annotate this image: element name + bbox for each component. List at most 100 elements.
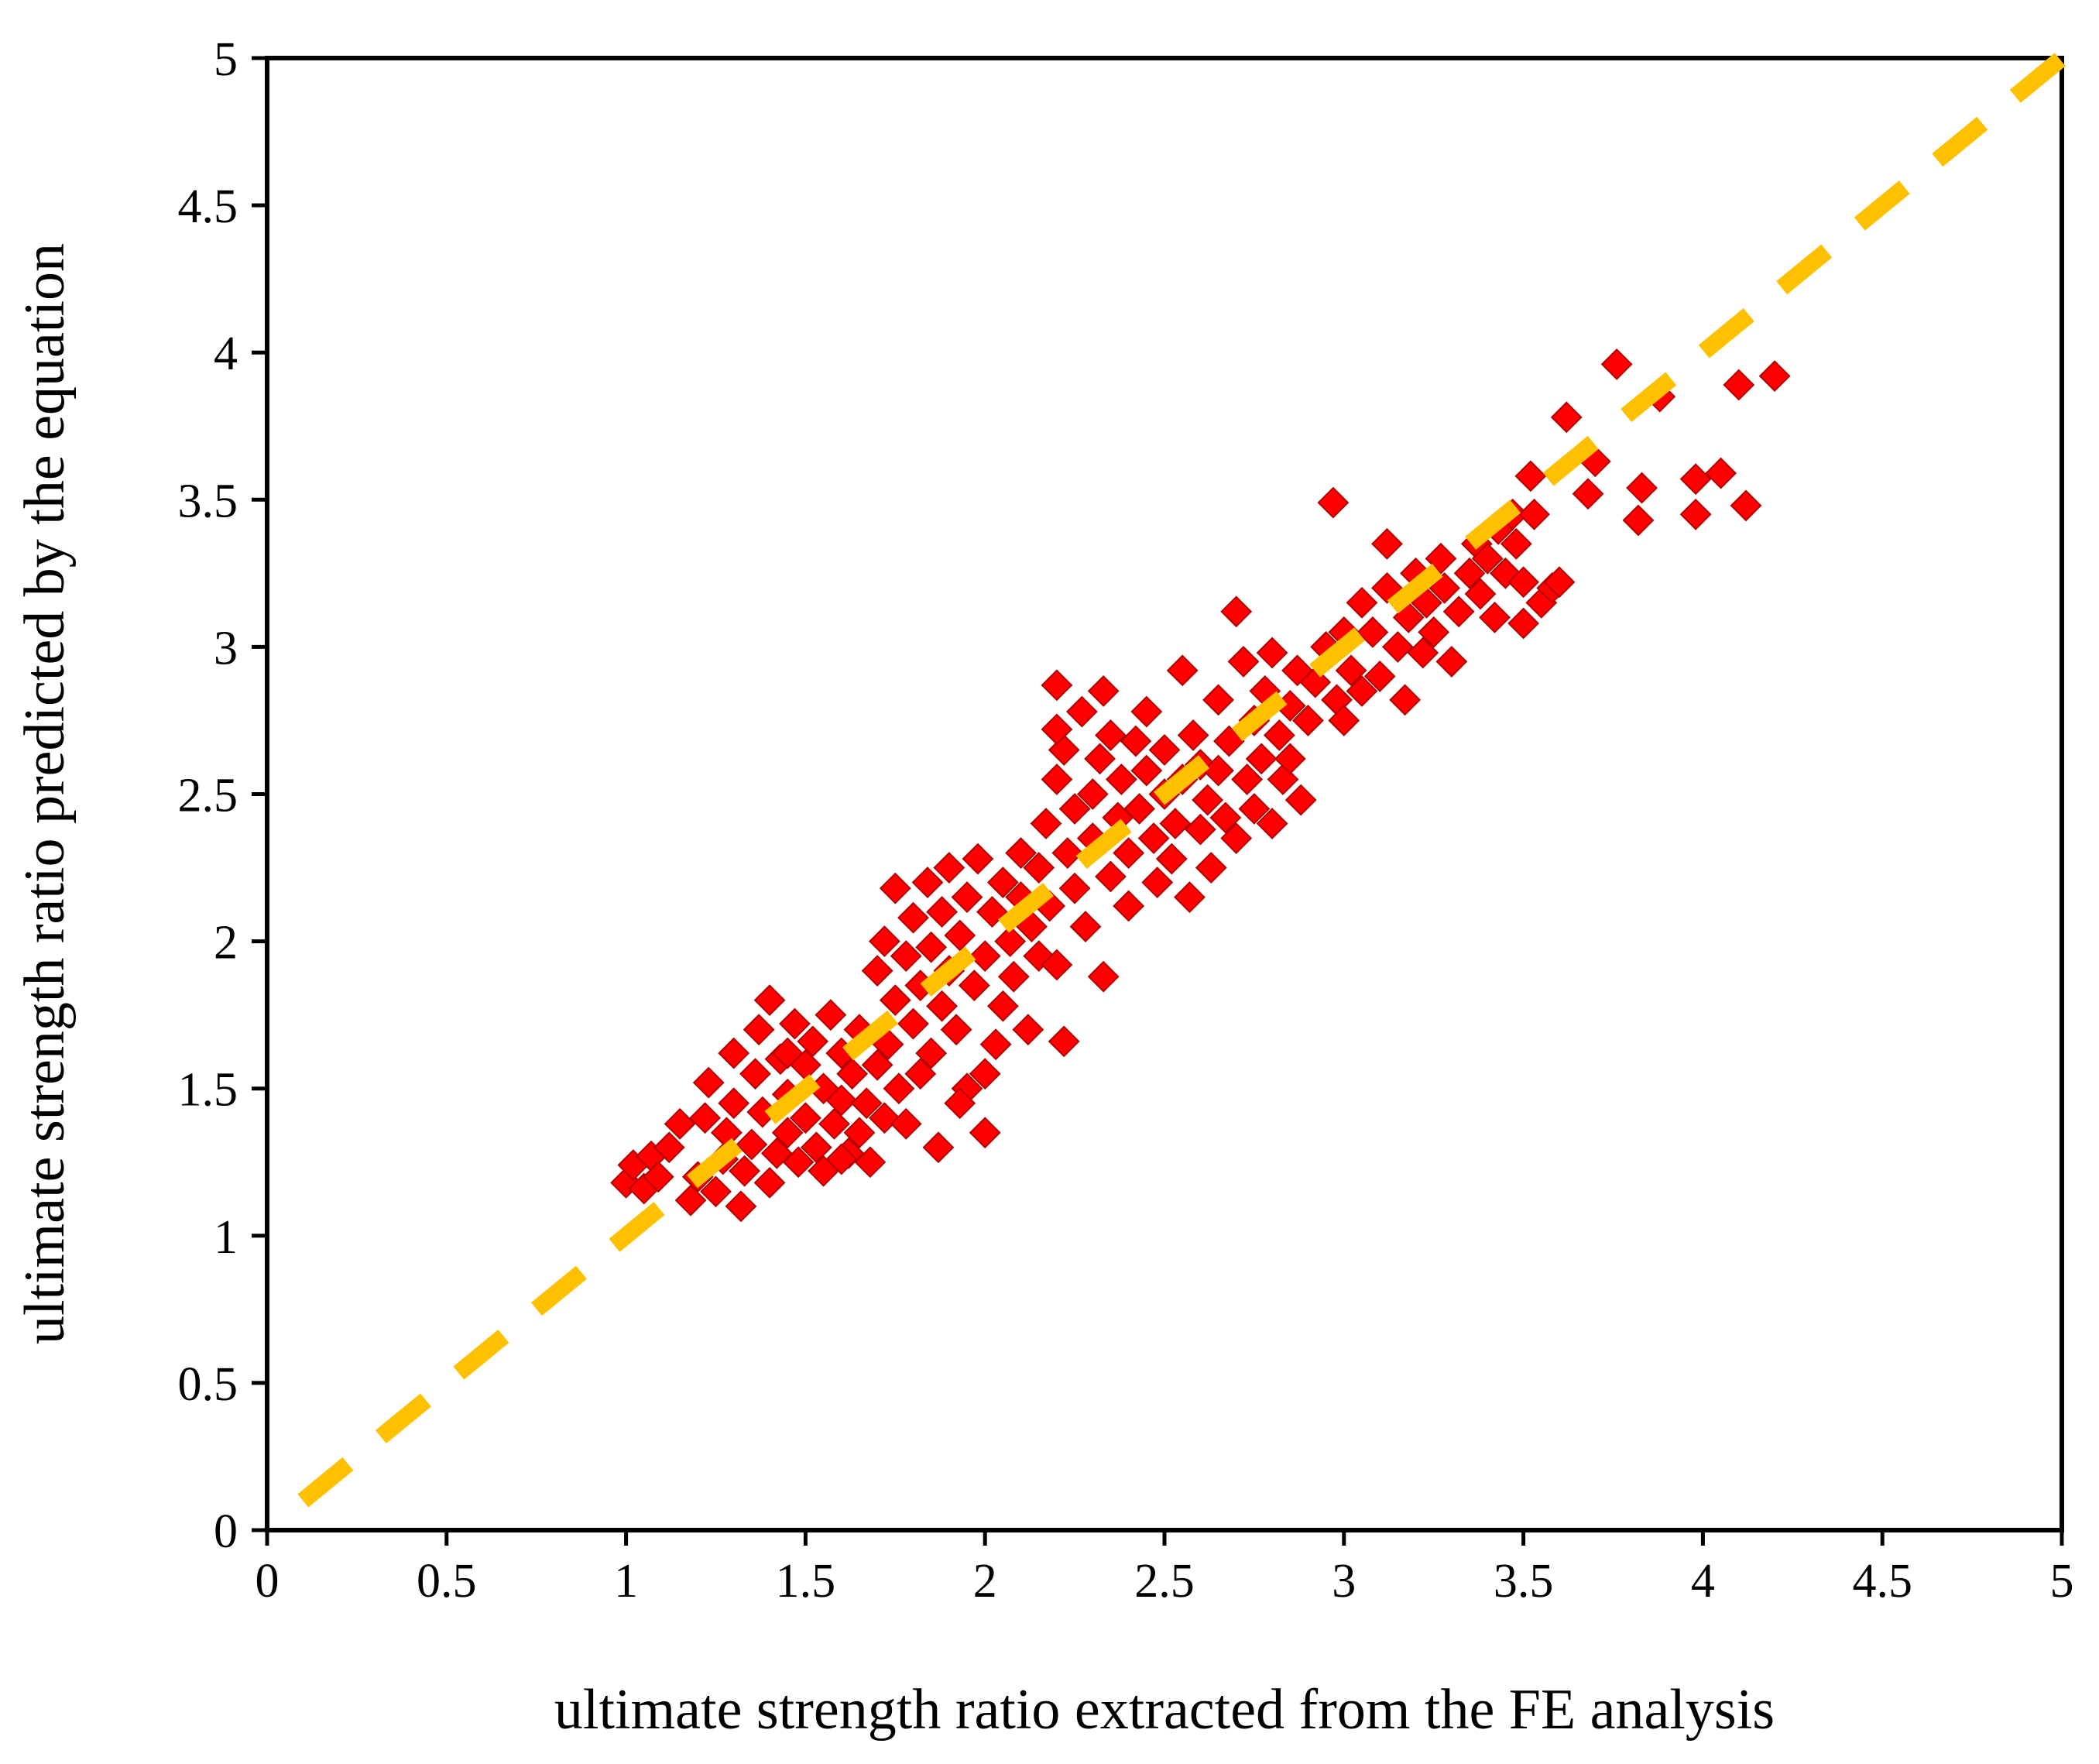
data-point (1435, 645, 1468, 678)
data-point (1113, 837, 1145, 869)
data-point (1705, 457, 1737, 489)
data-point (1177, 719, 1209, 751)
data-point (969, 1058, 1001, 1090)
data-point (1048, 1025, 1080, 1058)
data-point (951, 881, 983, 913)
data-point (1335, 654, 1367, 687)
data-point (1166, 654, 1199, 687)
data-point (1202, 754, 1234, 787)
data-points (610, 348, 1791, 1223)
data-point (771, 1037, 804, 1069)
data-point (1227, 645, 1260, 678)
data-point (944, 919, 976, 952)
data-point (1263, 719, 1295, 751)
data-point (1195, 852, 1227, 884)
data-point (815, 999, 847, 1031)
data-point (1084, 743, 1116, 775)
data-point (1626, 472, 1658, 504)
data-point (1679, 498, 1712, 530)
data-point (1209, 801, 1242, 834)
data-point (854, 1146, 887, 1179)
data-point (1471, 542, 1504, 575)
data-point (1550, 401, 1583, 434)
data-point (739, 1058, 771, 1090)
data-point (1543, 566, 1576, 599)
data-point (1041, 713, 1073, 746)
data-point (969, 1117, 1001, 1149)
data-point (911, 867, 944, 898)
data-point (915, 1037, 948, 1069)
reference-line (297, 51, 2067, 1508)
data-point (642, 1161, 674, 1193)
y-tick-label: 4 (214, 328, 238, 380)
data-point (1679, 463, 1712, 496)
data-point (940, 1014, 972, 1046)
data-point (926, 896, 958, 928)
data-point (779, 1007, 811, 1040)
data-point (868, 925, 900, 958)
data-point (997, 960, 1030, 993)
data-point (1507, 566, 1540, 599)
y-tick-label: 5 (214, 33, 238, 86)
data-point (1123, 793, 1155, 825)
data-point (926, 990, 958, 1022)
data-point (1256, 637, 1288, 669)
data-point (1453, 557, 1486, 589)
data-point (944, 1087, 976, 1120)
axis-ticks: 0 0.5 1 1.5 2 2.5 3 3.5 4 4.5 5 0 0.5 1 1.5 2 2.5 3 3.5 4 4.… (178, 33, 2074, 1608)
data-point (1256, 808, 1288, 839)
data-point (969, 940, 1001, 973)
data-point (1231, 764, 1264, 795)
y-tick-label: 0 (214, 1505, 238, 1558)
data-point (1058, 793, 1091, 825)
x-tick-label: 1.5 (776, 1555, 836, 1608)
data-point (1023, 852, 1055, 884)
data-point (897, 1007, 929, 1040)
data-point (1095, 860, 1127, 893)
data-point (1389, 684, 1422, 716)
data-point (700, 1175, 732, 1208)
data-point (915, 931, 948, 963)
data-point (1076, 778, 1109, 810)
data-point (1518, 498, 1550, 530)
data-point (1087, 675, 1120, 707)
data-point (771, 1117, 804, 1149)
data-point (1005, 837, 1037, 869)
data-point (1041, 764, 1073, 795)
data-point (986, 867, 1019, 898)
data-point (897, 901, 929, 934)
y-tick-label: 0.5 (178, 1358, 238, 1411)
data-point (729, 1155, 761, 1187)
x-tick-label: 0 (256, 1555, 280, 1608)
data-point (825, 1084, 858, 1117)
x-axis-label: ultimate strength ratio extracted from t… (554, 1678, 1775, 1742)
data-point (718, 1087, 750, 1120)
data-point (789, 1102, 821, 1134)
data-point (818, 1107, 850, 1140)
data-point (1192, 784, 1224, 816)
y-tick-label: 1.5 (178, 1064, 238, 1117)
data-point (1622, 504, 1655, 537)
data-point (861, 1048, 893, 1081)
y-tick-label: 2 (214, 917, 238, 970)
data-point (861, 955, 893, 987)
data-point (1317, 486, 1350, 519)
x-tick-label: 2.5 (1134, 1555, 1195, 1608)
data-point (797, 1025, 829, 1058)
data-point (1030, 808, 1062, 839)
data-point (890, 1107, 922, 1140)
data-point (736, 1128, 768, 1161)
data-point (1174, 881, 1206, 913)
data-point (883, 1072, 915, 1105)
data-point (1245, 743, 1278, 775)
data-point (1069, 911, 1102, 943)
data-point (843, 1117, 876, 1149)
data-point (933, 852, 965, 884)
data-point (879, 984, 911, 1017)
data-point (1148, 734, 1181, 766)
data-point (1113, 890, 1145, 922)
data-point (1292, 705, 1324, 736)
data-point (1600, 348, 1633, 380)
data-point (1346, 675, 1378, 707)
